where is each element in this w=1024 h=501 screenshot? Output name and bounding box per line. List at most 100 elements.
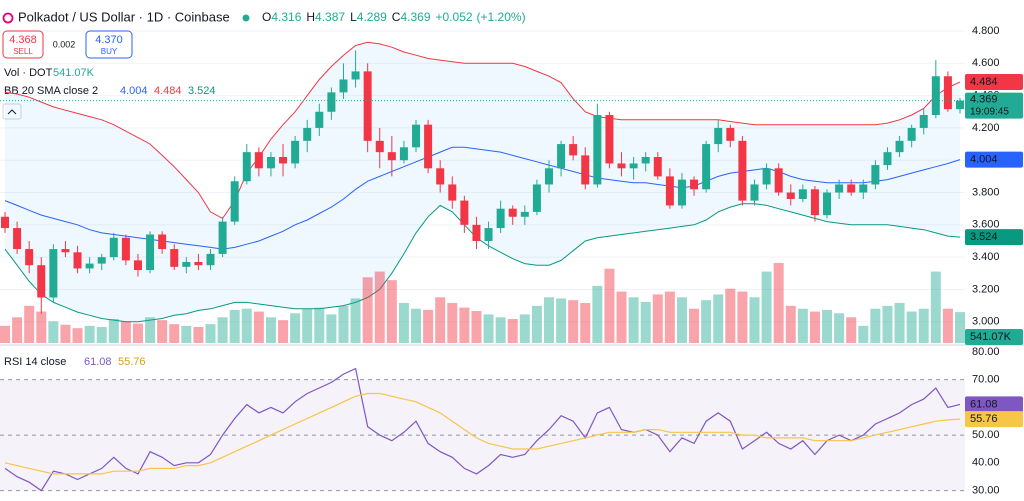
candle-body (363, 71, 372, 141)
y-tick-label: 4.200 (972, 122, 1000, 134)
candle-body (508, 208, 517, 217)
volume-bar (955, 312, 965, 343)
volume-bar (918, 308, 929, 343)
candle-body (279, 156, 288, 164)
candle-body (617, 163, 626, 169)
buy-label[interactable]: BUY (101, 47, 118, 56)
bb-upper-readout: 4.484 (154, 85, 182, 97)
change-percent: (+1.20%) (477, 10, 526, 24)
bb-fill (5, 42, 960, 322)
volume-bar (870, 308, 881, 343)
volume-bar (822, 309, 833, 343)
candle-body (677, 179, 686, 206)
volume-bar (72, 328, 83, 343)
ohlc-key: C (392, 10, 401, 24)
rsi-ma-tag-bg (965, 411, 1023, 428)
last-price-tag-bg (965, 92, 1023, 119)
buy-price[interactable]: 4.370 (95, 34, 123, 46)
sell-price[interactable]: 4.368 (9, 34, 37, 46)
rsi-tag: 61.08 (970, 398, 998, 410)
volume-bar (157, 320, 168, 343)
ohlc-value: 4.289 (357, 10, 387, 24)
candle-body (943, 76, 952, 110)
candle-body (726, 127, 735, 141)
volume-bar (616, 291, 627, 343)
volume-bar (435, 297, 446, 343)
volume-bar (120, 321, 131, 343)
sell-label[interactable]: SELL (13, 47, 33, 56)
candle-body (25, 249, 34, 266)
candle-body (786, 192, 795, 199)
buy-button[interactable] (85, 30, 133, 59)
ohlc-value: 4.387 (315, 10, 345, 24)
candle-body (907, 127, 916, 141)
change: +0.052 (436, 10, 473, 24)
volume-bar (459, 307, 470, 343)
bb-upper-tag: 4.484 (970, 76, 998, 88)
candle-body (460, 200, 469, 225)
candle-body (49, 249, 58, 298)
candle-body (448, 184, 457, 201)
collapse-button[interactable] (2, 103, 22, 120)
bb-basis-readout: 4.004 (120, 85, 148, 97)
volume-bar (36, 311, 47, 343)
volume-tag: 541.07K (970, 331, 1012, 343)
volume-bar (773, 263, 784, 343)
rsi-tick-label: 70.00 (972, 374, 1000, 386)
candle-body (85, 263, 94, 269)
candle-body (569, 144, 578, 156)
volume-bar (398, 303, 409, 343)
candle-body (73, 252, 82, 269)
candle-body (13, 228, 22, 250)
candle-body (387, 152, 396, 161)
volume-bar (278, 320, 289, 343)
y-tick-label: 4.600 (972, 57, 1000, 69)
candle-body (653, 156, 662, 177)
volume-bar (785, 305, 796, 343)
candle-body (810, 189, 819, 216)
ohlc-value: 4.369 (400, 10, 430, 24)
volume-bar (664, 291, 675, 343)
candle-body (859, 184, 868, 193)
volume-bar (326, 314, 337, 343)
candle-body (61, 249, 70, 253)
candle-body (847, 184, 856, 193)
volume-bar (797, 308, 808, 343)
volume-bar (809, 311, 820, 343)
ohlc-readout: O4.316 H4.387 L4.289 C4.369 +0.052 (+1.20%) (262, 10, 526, 24)
candle-body (484, 228, 493, 241)
candle-body (883, 152, 892, 166)
candle-body (798, 189, 807, 199)
candle-body (121, 237, 130, 261)
candle-body (919, 115, 928, 128)
candle-body (194, 261, 203, 266)
volume-bar (314, 307, 325, 343)
candle-body (399, 147, 408, 161)
volume-bar (108, 319, 119, 343)
volume-bar (24, 305, 35, 343)
sell-button[interactable] (2, 30, 44, 59)
candle-body (146, 234, 155, 271)
candle-body (412, 124, 421, 148)
volume-bar (592, 285, 603, 343)
volume-bar (676, 297, 687, 343)
candle-body (303, 127, 312, 141)
candle-body (629, 163, 638, 169)
candle-body (37, 265, 46, 298)
volume-bar (265, 317, 276, 343)
volume-bar (628, 297, 639, 343)
candle-body (218, 221, 227, 254)
volume-bar (942, 308, 953, 343)
candle-body (520, 211, 529, 217)
candle-body (327, 92, 336, 112)
candle-body (496, 208, 505, 229)
candle-body (291, 140, 300, 164)
bb-legend: BB 20 SMA close 2 (4, 85, 98, 97)
bb-upper (4, 41, 961, 220)
rsi-ma-tag: 55.76 (970, 413, 998, 425)
candle-body (762, 168, 771, 185)
bb-lower-tag-bg (965, 229, 1023, 246)
volume-bar (652, 294, 663, 343)
symbol-icon (2, 12, 14, 24)
volume-bar (507, 319, 518, 343)
